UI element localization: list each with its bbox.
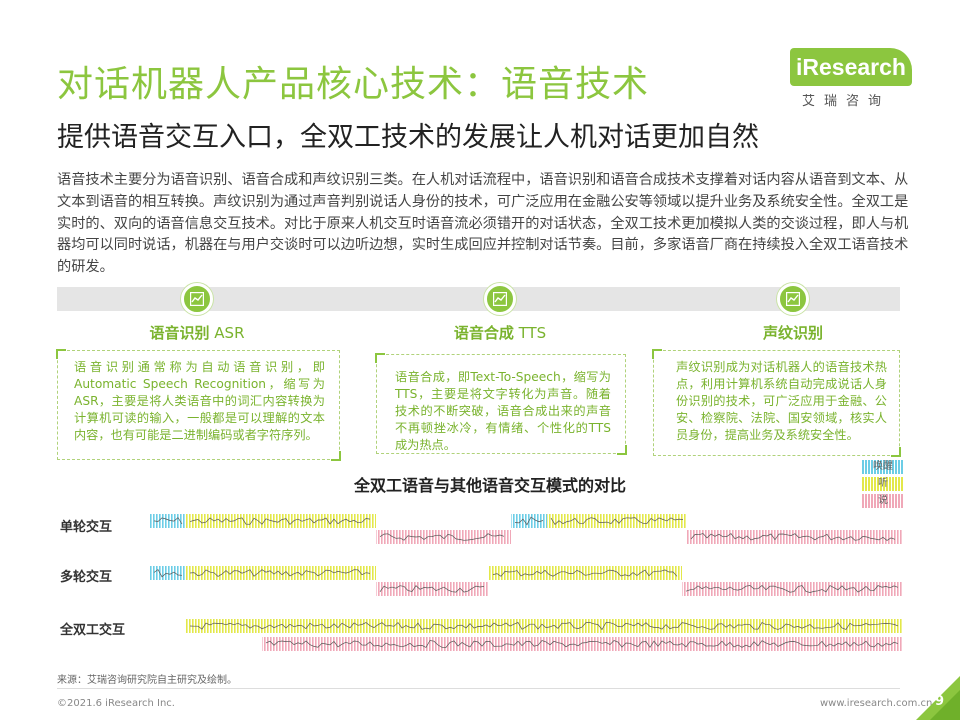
duplex-listen-waveform [189,622,899,631]
iresearch-logo: iResearch 艾瑞咨询 [790,48,920,110]
copyright: ©2021.6 iResearch Inc. [57,698,175,709]
single-wake-2-waveform [514,516,544,526]
legend-item-wake: 唤醒 [862,460,904,474]
tts-title: 语音合成 TTS [453,324,547,342]
legend-item-speak: 说 [862,494,904,508]
voiceprint-description: 声纹识别成为对话机器人的语音技术热点，利用计算机系统自动完成说话人身份识别的技术… [676,360,887,442]
voiceprint-title: 声纹识别 [762,324,824,342]
single-listen-1-segment [186,514,376,528]
page-subtitle: 提供语音交互入口，全双工技术的发展让人机对话更加自然 [57,122,759,153]
intro-paragraph: 语音技术主要分为语音识别、语音合成和声纹识别三类。在人机对话流程中，语音识别和语… [57,172,909,276]
multi-listen-2-waveform [492,569,678,577]
multi-speak-1-segment [376,582,489,596]
asr-card: 语音识别通常称为自动语音识别，即Automatic Speech Recogni… [56,349,341,461]
tts-chart-icon [484,283,516,315]
single-listen-2-segment [547,514,687,528]
page-corner-shape [916,676,960,720]
multi-speak-1-waveform [379,585,485,593]
multi-listen-1-waveform [189,569,371,577]
single-listen-2-waveform [550,517,684,525]
duplex-speak-segment [262,637,902,651]
footer-divider [57,688,900,689]
duplex-speak-waveform [265,640,899,648]
tts-description: 语音合成，即Text-To-Speech，缩写为TTS，主要是将文字转化为声音。… [395,370,611,452]
asr-description: 语音识别通常称为自动语音识别，即Automatic Speech Recogni… [74,360,325,442]
voiceprint-chart-icon [777,283,809,315]
legend-item-listen: 听 [862,477,904,491]
row-label-full-duplex: 全双工交互 [60,623,126,638]
row-label-multi-turn: 多轮交互 [60,570,113,585]
multi-listen-2-segment [489,566,682,580]
multi-wake-1-waveform [153,569,183,578]
single-speak-1-segment [376,530,511,544]
multi-speak-2-waveform [685,585,899,593]
website: www.iresearch.com.cn [820,698,933,709]
single-listen-1-waveform [189,517,371,525]
source-note: 来源：艾瑞咨询研究院自主研究及绘制。 [57,675,237,686]
asr-chart-icon [181,283,213,315]
voiceprint-card: 声纹识别成为对话机器人的语音技术热点，利用计算机系统自动完成说话人身份识别的技术… [652,349,901,457]
multi-listen-1-segment [186,566,376,580]
tts-card: 语音合成，即Text-To-Speech，缩写为TTS，主要是将文字转化为声音。… [375,353,627,455]
single-wake-1-waveform [153,517,183,525]
chart-legend: 唤醒 听 说 [862,460,904,511]
logo-badge [790,48,912,86]
chart-title: 全双工语音与其他语音交互模式的对比 [353,476,627,495]
page-title: 对话机器人产品核心技术：语音技术 [57,64,650,105]
multi-speak-2-segment [682,582,902,596]
asr-title: 语音识别 ASR [149,324,245,342]
page-number: 9 [935,694,945,709]
logo-text: iResearch [796,54,906,80]
logo-cn-text: 艾瑞咨询 [802,94,891,109]
single-speak-1-waveform [379,533,505,541]
single-wake-2-segment [511,514,547,528]
single-speak-2-segment [687,530,902,544]
multi-wake-1-segment [150,566,186,580]
row-label-single-turn: 单轮交互 [60,520,113,535]
single-speak-2-waveform [690,533,896,541]
single-wake-1-segment [150,514,186,528]
duplex-listen-segment [186,619,902,633]
